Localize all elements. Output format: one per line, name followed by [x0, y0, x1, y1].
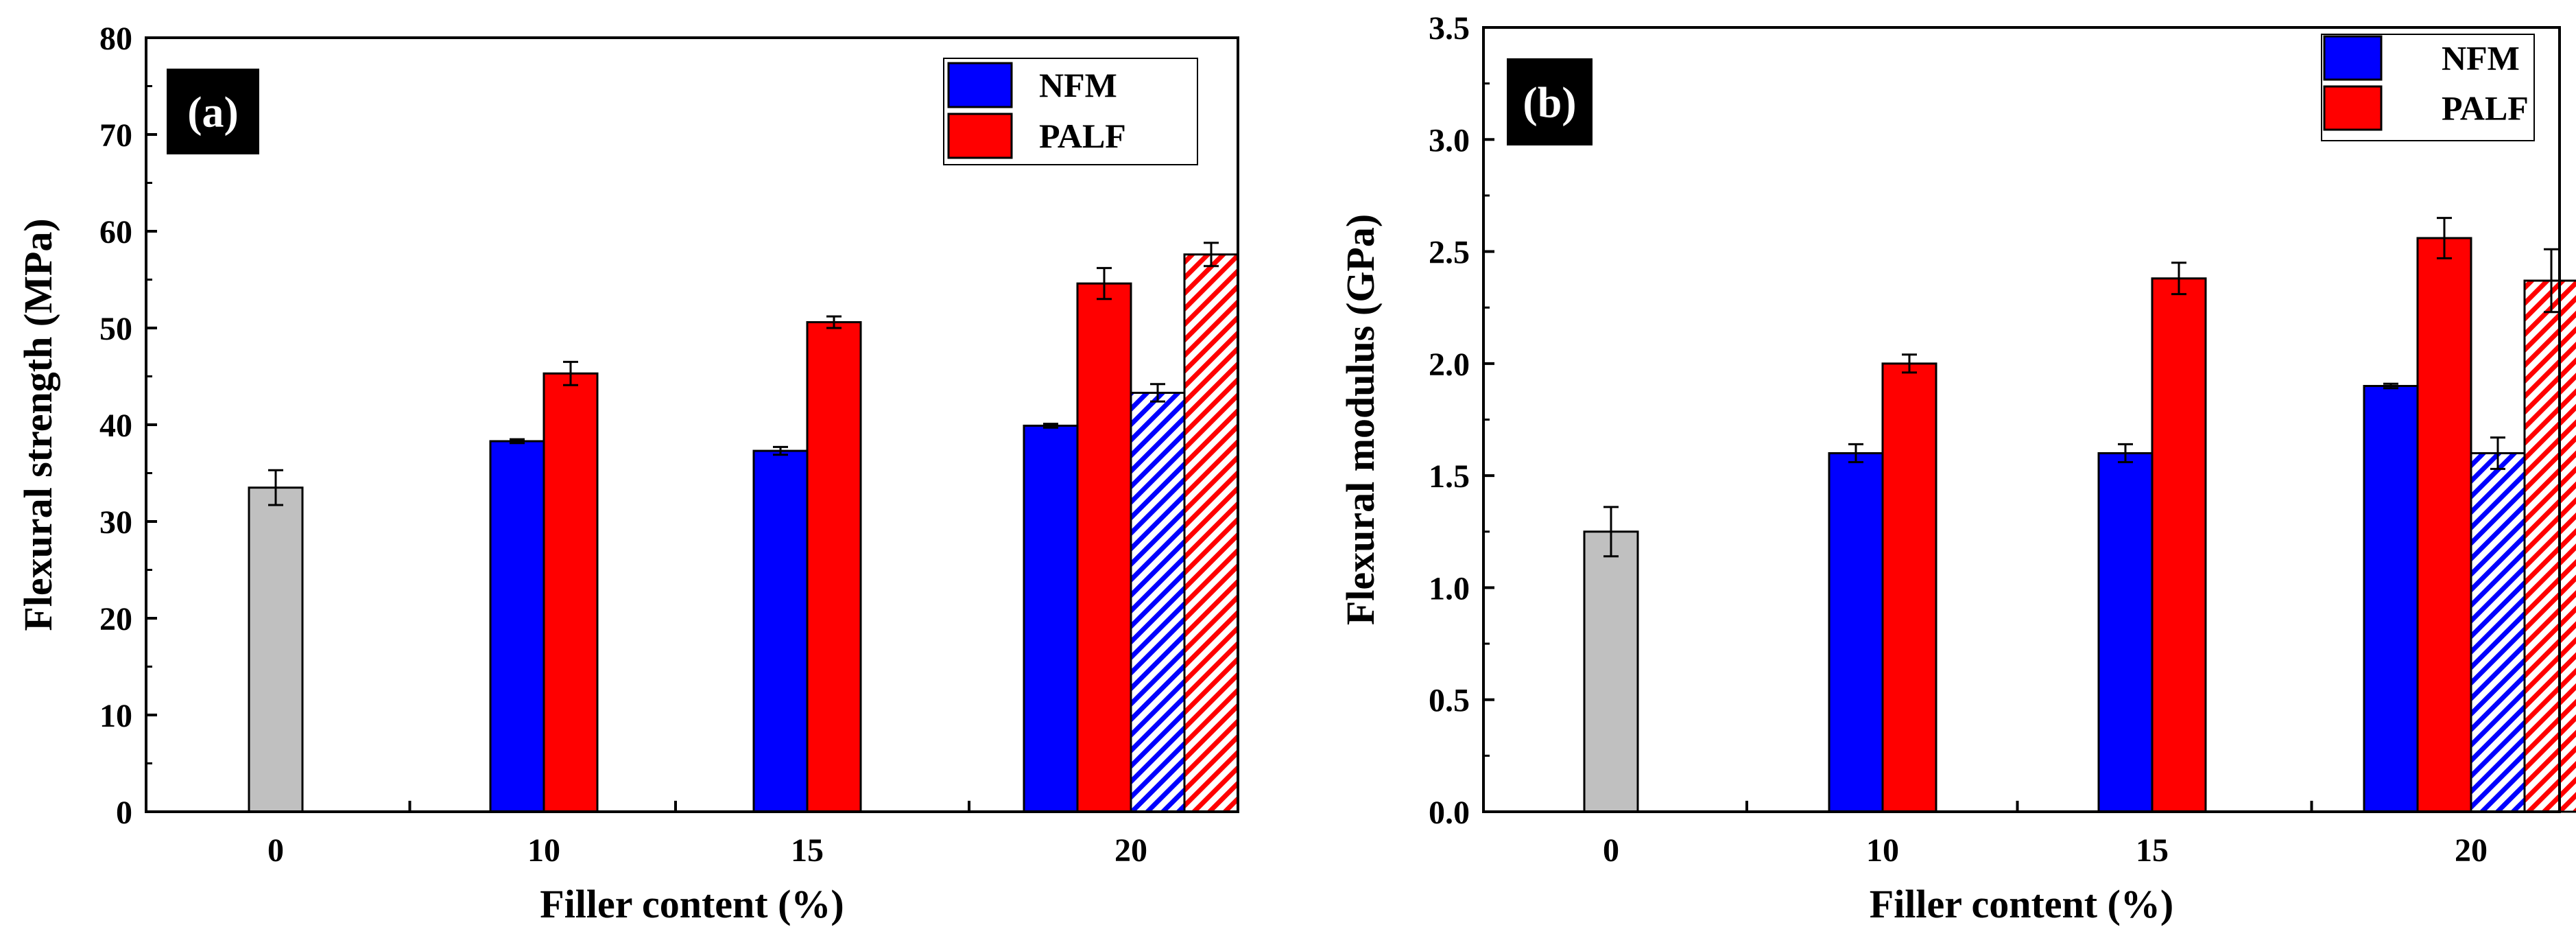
- y-tick-label: 2.0: [1429, 347, 1470, 383]
- y-tick-label: 50: [99, 311, 132, 347]
- y-tick-labels: 0 10 20 30 40 50 60 70 80: [99, 21, 132, 831]
- x-axis-title: Filler content (%): [540, 882, 844, 926]
- y-tick-label: 20: [99, 601, 132, 637]
- x-tick-label: 0: [267, 832, 284, 869]
- y-tick-label: 3.0: [1429, 122, 1470, 159]
- error-bar: [563, 360, 578, 386]
- bar-palf-15: [2151, 277, 2207, 813]
- legend-label-palf: PALF: [1039, 117, 1126, 155]
- x-tick-marks: [1745, 801, 2313, 812]
- bar-palf-10: [1881, 362, 1937, 813]
- x-tick-label: 0: [1603, 832, 1619, 869]
- y-tick-label: 0.5: [1429, 683, 1470, 719]
- error-bar: [826, 315, 842, 329]
- bar-nfm-15: [752, 449, 809, 813]
- panel-label-box: [167, 69, 259, 154]
- x-tick-label: 10: [1866, 832, 1899, 869]
- error-bar: [1043, 423, 1058, 429]
- y-tick-label: 3.5: [1429, 10, 1470, 47]
- bar-nfm-20: [2363, 385, 2419, 813]
- error-bar: [1204, 242, 1219, 268]
- error-bar: [1902, 353, 1917, 374]
- y-tick-label: 10: [99, 698, 132, 734]
- y-tick-label: 2.5: [1429, 235, 1470, 271]
- error-bar: [1097, 267, 1112, 301]
- bar-nfm-20: [1023, 424, 1079, 813]
- legend-swatch-palf: [947, 113, 1013, 159]
- y-tick-marks: [146, 36, 157, 813]
- legend-label-palf: PALF: [2442, 89, 2529, 128]
- legend-label-nfm: NFM: [2442, 39, 2520, 78]
- panel-label-box: [1507, 58, 1593, 145]
- error-bar: [268, 469, 283, 506]
- error-bar: [773, 445, 788, 456]
- error-bar: [2544, 248, 2559, 314]
- legend: NFM PALF: [2321, 34, 2535, 141]
- legend-label-nfm: NFM: [1039, 66, 1117, 104]
- bar-palf-10: [542, 372, 599, 813]
- bar-palf-hatched-20: [1183, 253, 1239, 813]
- y-tick-label: 70: [99, 117, 132, 154]
- panel-label: (b): [1523, 78, 1576, 127]
- y-axis-title: Flexural modulus (GPa): [1338, 214, 1383, 625]
- error-bar: [510, 438, 525, 445]
- bar-nfm-10: [489, 440, 545, 813]
- y-tick-label: 1.5: [1429, 458, 1470, 495]
- panel-label: (a): [187, 88, 239, 137]
- x-tick-labels: 0 10 15 20: [1603, 832, 2488, 869]
- bar-marks: [248, 253, 1239, 813]
- error-bar: [2490, 436, 2505, 470]
- x-tick-labels: 0 10 15 20: [267, 832, 1147, 869]
- x-tick-label: 15: [2136, 832, 2169, 869]
- error-bar: [2171, 261, 2186, 296]
- error-bar: [1848, 443, 1863, 464]
- x-tick-label: 20: [1114, 832, 1147, 869]
- x-axis-title: Filler content (%): [1870, 882, 2173, 926]
- legend-swatch-palf: [2323, 85, 2383, 131]
- x-tick-label: 15: [791, 832, 824, 869]
- bar-palf-hatched-20: [2523, 279, 2576, 813]
- legend-swatch-nfm: [2323, 35, 2383, 81]
- error-bar: [1603, 506, 1619, 558]
- panel-b-flexural-modulus: 0.0 0.5 1.0 1.5 2.0 2.5 3.0 3.5 0 10 15 20 Flexura…: [1338, 10, 2576, 926]
- y-tick-labels: 0.0 0.5 1.0 1.5 2.0 2.5 3.0 3.5: [1429, 10, 1470, 831]
- legend-swatch-nfm: [947, 62, 1013, 108]
- error-bar: [1150, 383, 1165, 403]
- x-tick-label: 20: [2455, 832, 2488, 869]
- y-tick-label: 30: [99, 504, 132, 541]
- error-bar: [2118, 443, 2133, 464]
- bar-nfm-10: [1828, 452, 1884, 813]
- bar-neat-0: [1583, 530, 1639, 813]
- bar-palf-15: [806, 321, 862, 813]
- bar-nfm-15: [2097, 452, 2154, 813]
- y-tick-label: 60: [99, 214, 132, 250]
- bar-marks: [1583, 237, 2576, 813]
- bar-palf-20: [1076, 282, 1132, 813]
- error-bar: [2383, 382, 2398, 390]
- x-tick-marks: [408, 801, 970, 812]
- legend: NFM PALF: [943, 58, 1198, 165]
- bar-neat-0: [248, 486, 304, 813]
- error-bar: [2437, 217, 2452, 259]
- y-tick-label: 40: [99, 408, 132, 444]
- y-tick-marks: [1483, 26, 1494, 813]
- panel-a-flexural-strength: 0 10 20 30 40 50 60 70 80 0 10 15 20 Flexural stren…: [16, 21, 1239, 926]
- error-bar-marks: [1603, 217, 2559, 558]
- bar-nfm-hatched-20: [1130, 391, 1186, 813]
- y-tick-label: 0: [116, 795, 132, 831]
- y-tick-label: 0.0: [1429, 795, 1470, 831]
- y-tick-label: 1.0: [1429, 570, 1470, 607]
- y-tick-label: 80: [99, 21, 132, 57]
- bar-palf-20: [2416, 237, 2472, 813]
- y-axis-title: Flexural strength (MPa): [16, 218, 60, 631]
- x-tick-label: 10: [527, 832, 560, 869]
- bar-nfm-hatched-20: [2470, 452, 2526, 813]
- error-bar-marks: [268, 242, 1219, 506]
